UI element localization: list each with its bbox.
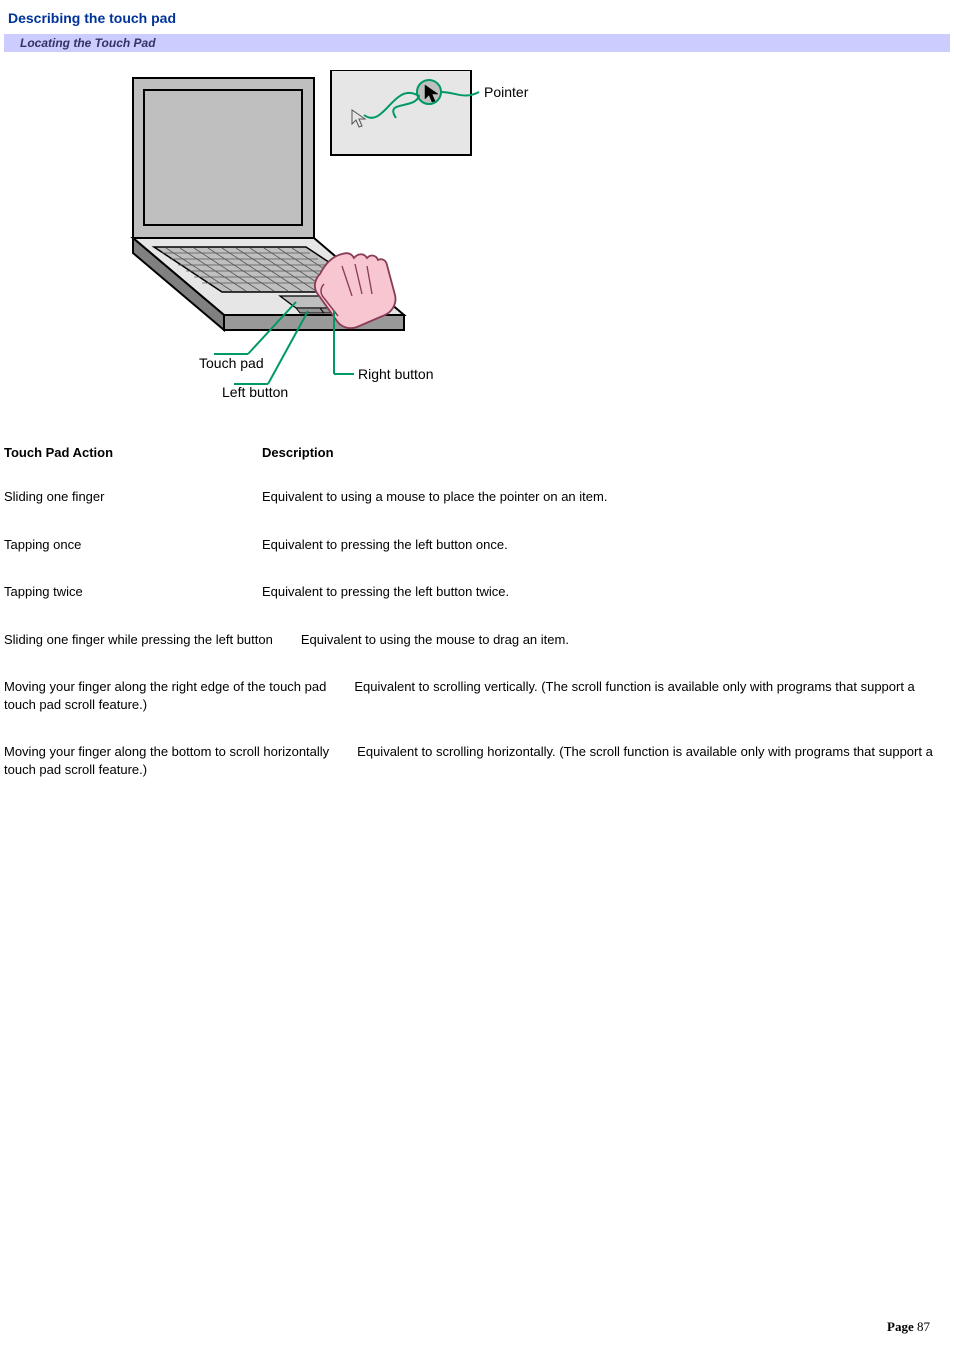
label-pointer: Pointer [484,84,529,100]
section-subheading: Locating the Touch Pad [4,34,950,52]
touchpad-diagram: Pointer Touch pad Left button Right butt… [4,52,950,435]
document-page: Describing the touch pad Locating the To… [0,0,954,1351]
cell-action: Moving your finger along the right edge … [4,679,354,694]
page-title: Describing the touch pad [4,4,950,34]
cell-action: Moving your finger along the bottom to s… [4,744,357,759]
page-number-label: Page [887,1319,914,1334]
page-number-value: 87 [917,1319,930,1334]
touchpad-diagram-svg: Pointer Touch pad Left button Right butt… [84,70,564,400]
cell-desc: Equivalent to pressing the left button t… [262,584,509,599]
label-right-button: Right button [358,366,434,382]
cell-desc: Equivalent to using a mouse to place the… [262,489,607,504]
cell-action: Sliding one finger [4,488,262,506]
table-row: Sliding one fingerEquivalent to using a … [4,488,950,536]
cell-desc: Equivalent to pressing the left button o… [262,537,508,552]
table-header-action: Touch Pad Action [4,445,262,460]
table-header-row: Touch Pad Action Description [4,435,950,488]
table-row: Tapping onceEquivalent to pressing the l… [4,536,950,584]
label-left-button: Left button [222,384,288,400]
table-row: Tapping twiceEquivalent to pressing the … [4,583,950,631]
table-row: Moving your finger along the bottom to s… [4,743,950,808]
cell-action: Tapping twice [4,583,262,601]
cell-desc: Equivalent to using the mouse to drag an… [301,632,569,647]
table-header-desc: Description [262,445,334,460]
cell-action: Sliding one finger while pressing the le… [4,632,301,647]
table-row: Sliding one finger while pressing the le… [4,631,950,679]
page-number: Page 87 [887,1319,930,1335]
label-touchpad: Touch pad [199,355,264,371]
table-row: Moving your finger along the right edge … [4,678,950,743]
cell-action: Tapping once [4,536,262,554]
